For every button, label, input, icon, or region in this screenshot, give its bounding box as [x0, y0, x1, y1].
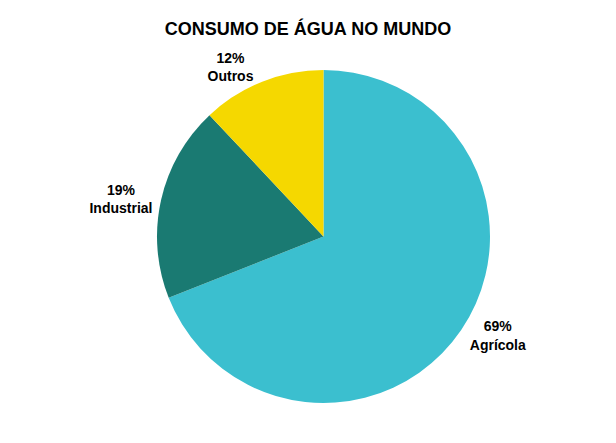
- svg-text:69%Agrícola: 69%Agrícola: [470, 318, 526, 352]
- svg-text:12%Outros: 12%Outros: [208, 50, 254, 84]
- svg-text:CONSUMO DE ÁGUA NO MUNDO: CONSUMO DE ÁGUA NO MUNDO: [165, 18, 451, 39]
- svg-text:19%Industrial: 19%Industrial: [89, 182, 152, 216]
